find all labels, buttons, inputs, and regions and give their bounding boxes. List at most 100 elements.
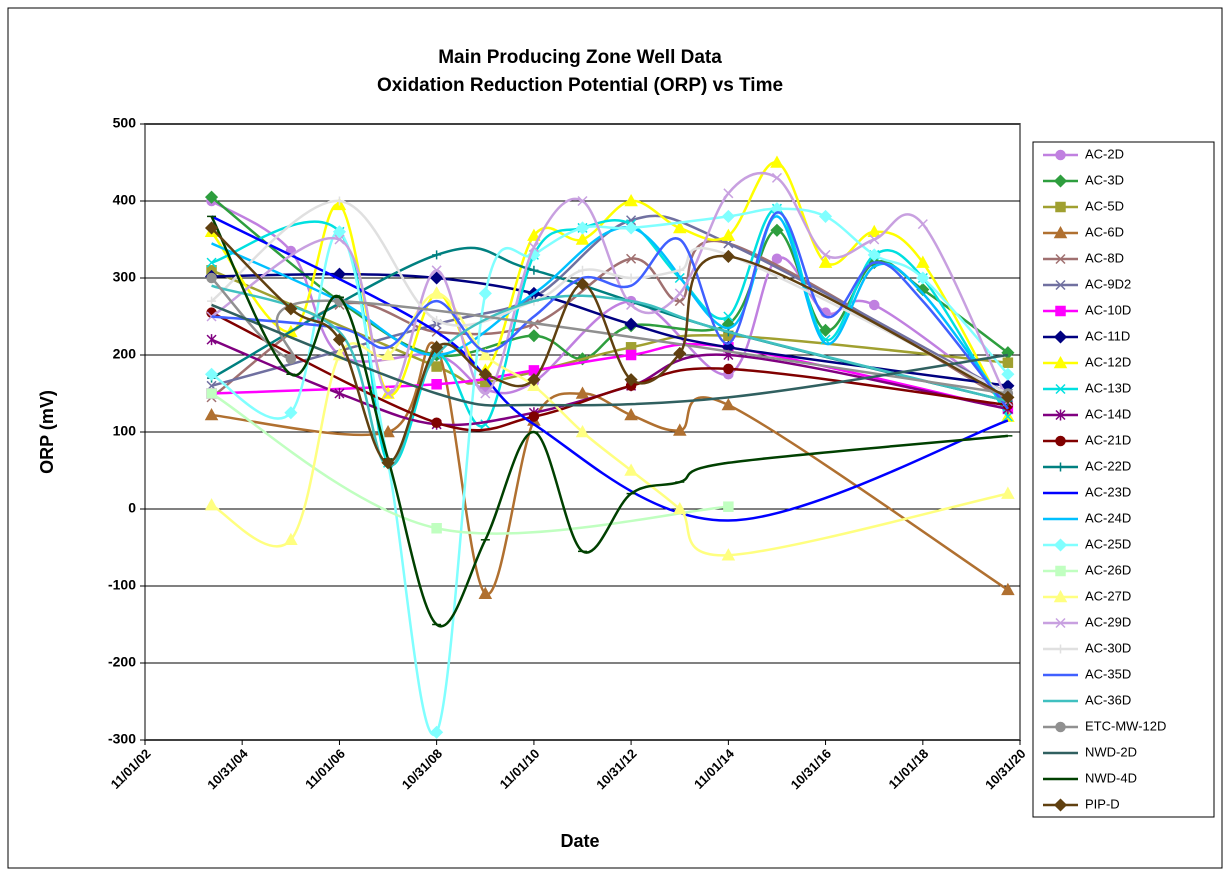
y-tick-label: 500 — [113, 115, 137, 131]
marker — [577, 195, 588, 207]
marker — [1055, 149, 1066, 161]
marker — [818, 209, 833, 223]
legend-label: AC-25D — [1085, 536, 1131, 551]
marker — [721, 228, 736, 241]
marker — [575, 232, 590, 245]
legend-label: AC-2D — [1085, 146, 1124, 161]
y-tick-label: -300 — [108, 731, 136, 747]
marker — [206, 334, 217, 346]
marker — [770, 155, 784, 168]
x-axis-label: Date — [560, 831, 599, 851]
marker — [478, 586, 493, 599]
y-axis-label: ORP (mV) — [37, 390, 57, 474]
marker — [381, 456, 395, 470]
legend-label: AC-14D — [1085, 406, 1131, 421]
legend-label: AC-30D — [1085, 640, 1131, 655]
marker — [432, 315, 442, 325]
legend-label: AC-5D — [1085, 198, 1124, 213]
marker — [770, 223, 784, 237]
legend-label: AC-35D — [1085, 666, 1131, 681]
marker — [674, 288, 685, 299]
marker — [529, 265, 539, 275]
marker — [284, 302, 298, 316]
y-tick-label: -100 — [108, 577, 136, 593]
marker — [575, 277, 590, 291]
marker — [206, 388, 217, 399]
marker — [673, 423, 687, 436]
marker — [624, 317, 638, 331]
y-tick-label: 300 — [113, 269, 137, 285]
y-tick-label: 100 — [113, 423, 137, 439]
series-line — [211, 284, 1009, 468]
y-tick-label: 400 — [113, 192, 137, 208]
marker — [1055, 565, 1066, 577]
marker — [480, 388, 491, 399]
marker — [675, 265, 685, 275]
marker — [624, 221, 638, 235]
marker — [1055, 279, 1066, 291]
series-line — [211, 211, 1009, 410]
marker — [721, 209, 735, 223]
marker — [578, 265, 587, 275]
marker — [1055, 617, 1066, 629]
series-line — [210, 215, 1009, 522]
marker — [285, 353, 297, 365]
marker — [1053, 589, 1068, 603]
marker — [723, 311, 734, 322]
legend-label: AC-27D — [1085, 588, 1131, 603]
marker — [818, 255, 833, 268]
marker — [332, 333, 347, 347]
marker — [528, 242, 539, 253]
series-line — [210, 199, 1009, 403]
marker — [916, 255, 930, 268]
marker — [626, 253, 637, 264]
chart-subtitle: Oxidation Reduction Potential (ORP) vs T… — [377, 75, 783, 96]
series-line — [211, 214, 1009, 395]
marker — [771, 172, 782, 183]
marker — [869, 299, 880, 311]
marker — [917, 219, 928, 230]
marker — [478, 367, 492, 381]
marker — [381, 424, 395, 438]
marker — [869, 234, 880, 245]
marker — [575, 386, 590, 399]
marker — [1055, 305, 1066, 317]
legend-label: AC-6D — [1085, 224, 1124, 239]
marker — [381, 347, 395, 361]
legend-label: AC-9D2 — [1085, 276, 1131, 291]
marker — [1002, 411, 1013, 422]
marker — [204, 367, 219, 381]
legend-label: AC-12D — [1085, 354, 1131, 369]
marker — [867, 248, 881, 262]
marker — [334, 196, 344, 206]
y-tick-label: 200 — [113, 346, 137, 362]
marker — [721, 397, 736, 411]
legend-label: AC-22D — [1085, 458, 1131, 473]
marker — [431, 523, 442, 534]
marker — [1055, 409, 1066, 421]
marker — [1002, 357, 1014, 368]
marker — [204, 408, 219, 421]
legend-label: AC-36D — [1085, 692, 1131, 707]
marker — [1001, 367, 1015, 381]
marker — [204, 498, 219, 511]
legend-label: AC-26D — [1085, 562, 1131, 577]
marker — [1053, 174, 1068, 188]
marker — [1053, 538, 1068, 552]
marker — [1001, 486, 1015, 499]
marker — [575, 424, 590, 438]
legend-label: AC-3D — [1085, 172, 1124, 187]
marker — [916, 271, 930, 285]
marker — [206, 257, 217, 268]
marker — [1056, 462, 1065, 472]
marker — [527, 373, 541, 387]
marker — [723, 501, 734, 512]
marker — [723, 188, 734, 199]
marker — [1055, 721, 1066, 733]
legend-box — [1032, 141, 1215, 818]
legend-label: AC-29D — [1085, 614, 1131, 629]
marker — [430, 271, 444, 285]
marker — [673, 501, 687, 515]
series-line — [211, 311, 1009, 432]
marker — [528, 411, 540, 422]
